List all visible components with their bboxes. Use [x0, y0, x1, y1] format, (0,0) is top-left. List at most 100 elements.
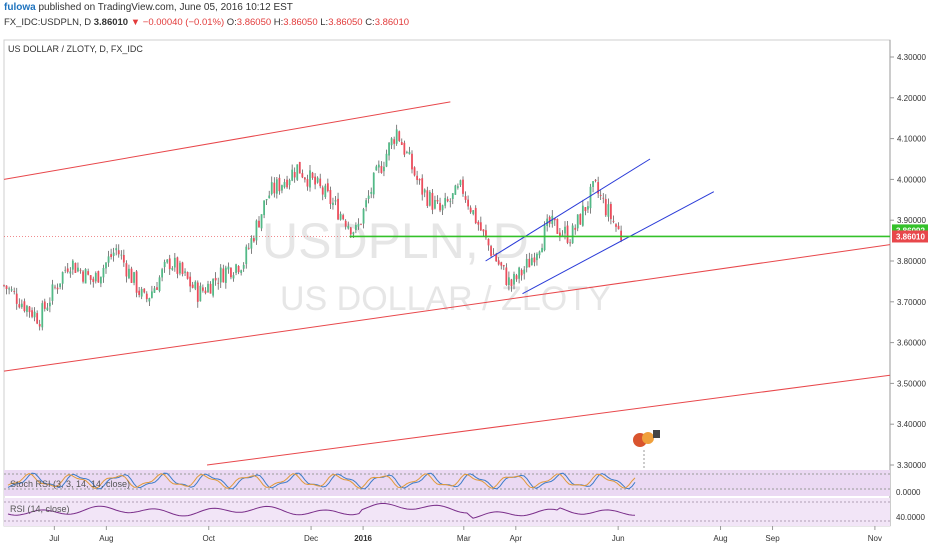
time-tick-label: Jul — [49, 534, 59, 543]
candle-body — [439, 202, 441, 211]
event-marker-icon[interactable] — [631, 430, 660, 468]
candle-body — [344, 220, 347, 227]
candle-body — [36, 313, 39, 324]
candle-body — [395, 129, 398, 144]
candle-body — [352, 232, 355, 235]
candle-body — [173, 257, 176, 268]
candle-body — [377, 164, 380, 168]
stoch-rsi-value: 0.0000 — [896, 488, 921, 497]
candle-body — [380, 165, 383, 173]
candle-body — [584, 207, 587, 212]
down-arrow-icon: ▼ — [130, 17, 141, 28]
chart-header: fulowa published on TradingView.com, Jun… — [0, 0, 932, 40]
candle-body — [74, 262, 77, 273]
candle-body — [500, 262, 503, 266]
candle-body — [332, 202, 334, 206]
candle-body — [84, 269, 87, 284]
candle-body — [156, 287, 158, 290]
candle-body — [77, 267, 79, 272]
candle-body — [209, 283, 212, 294]
candle-body — [329, 190, 332, 205]
candle-body — [553, 218, 556, 221]
time-tick-label: Aug — [99, 534, 113, 543]
candle-body — [571, 225, 574, 244]
time-tick-label: Nov — [868, 534, 882, 543]
close-value: 3.86010 — [374, 17, 410, 28]
candle-body — [469, 207, 472, 213]
price-tick-label: 3.90000 — [897, 216, 926, 225]
candle-body — [291, 169, 294, 181]
candle-body — [273, 182, 276, 194]
stoch-rsi-label: Stoch RSI (3, 3, 14, 14, close) — [10, 479, 130, 489]
candle-body — [138, 290, 141, 295]
candle-body — [454, 185, 457, 195]
candle-body — [602, 197, 605, 199]
candle-body — [82, 271, 84, 282]
candle-body — [536, 253, 538, 261]
candle-body — [400, 142, 403, 146]
candle-body — [495, 254, 498, 262]
candle-body — [365, 200, 367, 208]
candle-body — [530, 257, 533, 266]
candle-body — [324, 185, 327, 198]
candle-body — [268, 195, 271, 199]
candle-body — [298, 161, 301, 174]
candle-body — [487, 238, 490, 246]
candle-body — [214, 277, 217, 281]
candle-body — [599, 194, 602, 196]
candle-body — [258, 220, 260, 228]
low-value: 3.86050 — [328, 17, 363, 28]
candle-body — [255, 220, 258, 241]
candle-body — [69, 271, 72, 274]
candle-body — [347, 225, 350, 229]
author-link[interactable]: fulowa — [4, 2, 36, 13]
candle-body — [230, 267, 232, 278]
candle-body — [581, 205, 584, 226]
candle-body — [434, 200, 436, 209]
candle-body — [587, 206, 589, 210]
candle-body — [316, 177, 319, 183]
candle-body — [548, 216, 551, 224]
candle-body — [56, 287, 59, 290]
candle-body — [607, 204, 610, 217]
candle-body — [168, 258, 171, 270]
candle-body — [477, 221, 480, 225]
candle-body — [385, 153, 388, 167]
candle-body — [38, 324, 41, 327]
price-tag-red-text: 3.86010 — [896, 232, 925, 241]
candle-body — [286, 179, 288, 188]
candle-body — [467, 199, 469, 207]
candle-body — [8, 288, 10, 290]
candle-body — [117, 250, 120, 255]
trend-lines[interactable] — [3, 101, 891, 466]
rsi-line — [7, 502, 636, 519]
candle-body — [612, 220, 615, 222]
candle-body — [576, 214, 579, 229]
candle-body — [171, 268, 174, 270]
candle-body — [49, 302, 51, 307]
candle-body — [360, 223, 362, 225]
candle-body — [390, 138, 393, 146]
candle-body — [217, 282, 220, 284]
candle-body — [523, 269, 526, 274]
candle-body — [97, 271, 100, 283]
candle-body — [176, 257, 179, 274]
candle-body — [337, 198, 339, 220]
candle-body — [513, 273, 515, 285]
candle-body — [278, 177, 281, 192]
candle-body — [355, 224, 357, 231]
price-tick-label: 3.30000 — [897, 461, 926, 470]
candle-body — [357, 223, 360, 227]
candle-body — [275, 179, 278, 194]
candle-body — [247, 247, 250, 249]
time-axis: Jul Aug Oct Dec 2016 Mar Apr Jun Aug Sep Nov — [49, 526, 882, 543]
candle-body — [41, 303, 44, 328]
candle-body — [367, 195, 370, 199]
candle-body — [296, 164, 299, 180]
time-tick-label: 2016 — [354, 534, 372, 543]
price-tick-label: 3.40000 — [897, 420, 926, 429]
candle-body — [589, 186, 592, 209]
candle-body — [525, 258, 528, 268]
candle-body — [579, 214, 582, 225]
